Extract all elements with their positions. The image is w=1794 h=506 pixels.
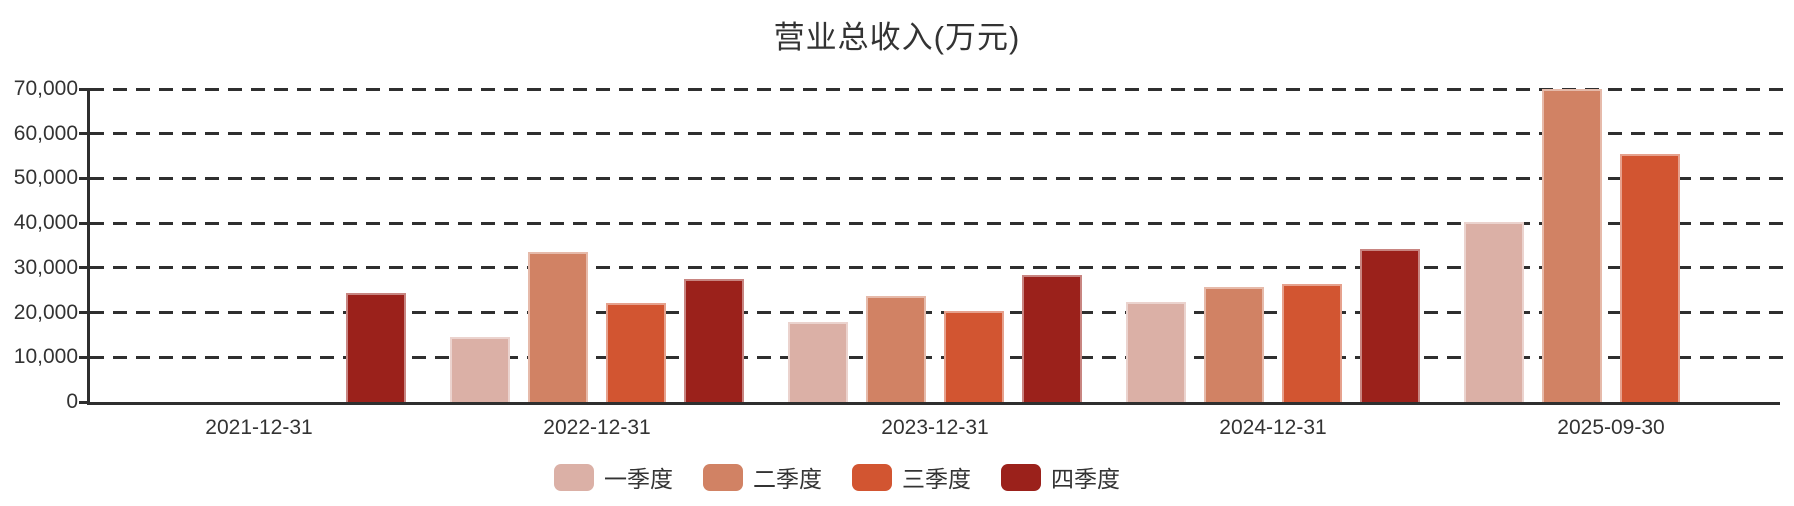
bar-group-2025-09-30 [1442,89,1780,402]
bar-一季度-2024-12-31[interactable] [1126,301,1186,402]
gridlines [90,87,1792,402]
y-tick-mark [79,176,90,180]
bar-四季度-2023-12-31[interactable] [1022,275,1082,402]
y-tick-label: 20,000 [13,300,78,324]
bar-一季度-2022-12-31[interactable] [450,337,510,402]
legend-item-一季度[interactable]: 一季度 [554,460,673,494]
bar-一季度-2025-09-30[interactable] [1464,221,1524,402]
y-tick-label: 50,000 [13,166,78,190]
y-tick-mark [79,266,90,270]
gridline-10000 [90,355,1792,359]
y-tick-mark [79,132,90,136]
legend-swatch-icon [703,463,743,491]
x-tick-label-2025-09-30: 2025-09-30 [1557,416,1665,439]
bar-group-2021-12-31 [90,89,428,402]
y-axis-labels: 0 10,000 20,000 30,000 40,000 50,000 60,000 70,… [0,77,78,413]
plot-area [87,87,1792,405]
bar-四季度-2024-12-31[interactable] [1360,249,1420,402]
y-tick-label: 40,000 [13,211,78,235]
legend-swatch-icon [554,463,594,491]
bar-二季度-2025-09-30[interactable] [1542,89,1602,402]
bar-二季度-2022-12-31[interactable] [528,252,588,402]
bar-三季度-2024-12-31[interactable] [1282,283,1342,402]
y-tick-mark [79,400,90,404]
x-tick-label-2022-12-31: 2022-12-31 [543,416,651,439]
gridline-30000 [90,266,1792,270]
legend-label: 一季度 [604,466,673,492]
bar-四季度-2022-12-31[interactable] [684,278,744,402]
y-tick-mark [79,311,90,315]
y-tick-mark [79,355,90,359]
y-tick-label: 10,000 [13,345,78,369]
bar-四季度-2021-12-31[interactable] [346,292,406,402]
legend-swatch-icon [852,463,892,491]
x-tick-label-2023-12-31: 2023-12-31 [881,416,989,439]
bar-三季度-2025-09-30[interactable] [1620,154,1680,402]
bar-groups [90,89,1780,402]
y-tick-label: 70,000 [13,77,78,100]
x-axis-labels: 2021-12-31 2022-12-31 2023-12-31 2024-12-31… [90,416,1780,440]
bar-三季度-2023-12-31[interactable] [944,310,1004,402]
bar-三季度-2022-12-31[interactable] [606,302,666,402]
x-tick-label-2024-12-31: 2024-12-31 [1219,416,1327,439]
legend-item-四季度[interactable]: 四季度 [1001,460,1120,494]
y-tick-label: 0 [66,390,78,413]
y-tick-label: 30,000 [13,255,78,279]
bar-group-2024-12-31 [1104,89,1442,402]
y-tick-label: 60,000 [13,121,78,145]
legend-swatch-icon [1001,463,1041,491]
y-tick-mark [79,87,90,91]
gridline-20000 [90,311,1792,315]
gridline-40000 [90,221,1792,225]
x-tick-label-2021-12-31: 2021-12-31 [205,416,313,439]
y-tick-mark [79,221,90,225]
legend-label: 三季度 [902,466,971,492]
bar-group-2022-12-31 [428,89,766,402]
bar-一季度-2023-12-31[interactable] [788,322,848,402]
gridline-50000 [90,176,1792,180]
gridline-60000 [90,132,1792,136]
gridline-70000 [90,87,1792,91]
bar-二季度-2023-12-31[interactable] [866,296,926,402]
chart-title: 营业总收入(万元) [773,20,1021,55]
legend-label: 二季度 [753,466,822,492]
bar-二季度-2024-12-31[interactable] [1204,287,1264,402]
bar-group-2023-12-31 [766,89,1104,402]
legend-item-三季度[interactable]: 三季度 [852,460,971,494]
legend-label: 四季度 [1051,466,1120,492]
legend: 一季度 二季度 三季度 四季度 [554,460,1120,494]
legend-item-二季度[interactable]: 二季度 [703,460,822,494]
